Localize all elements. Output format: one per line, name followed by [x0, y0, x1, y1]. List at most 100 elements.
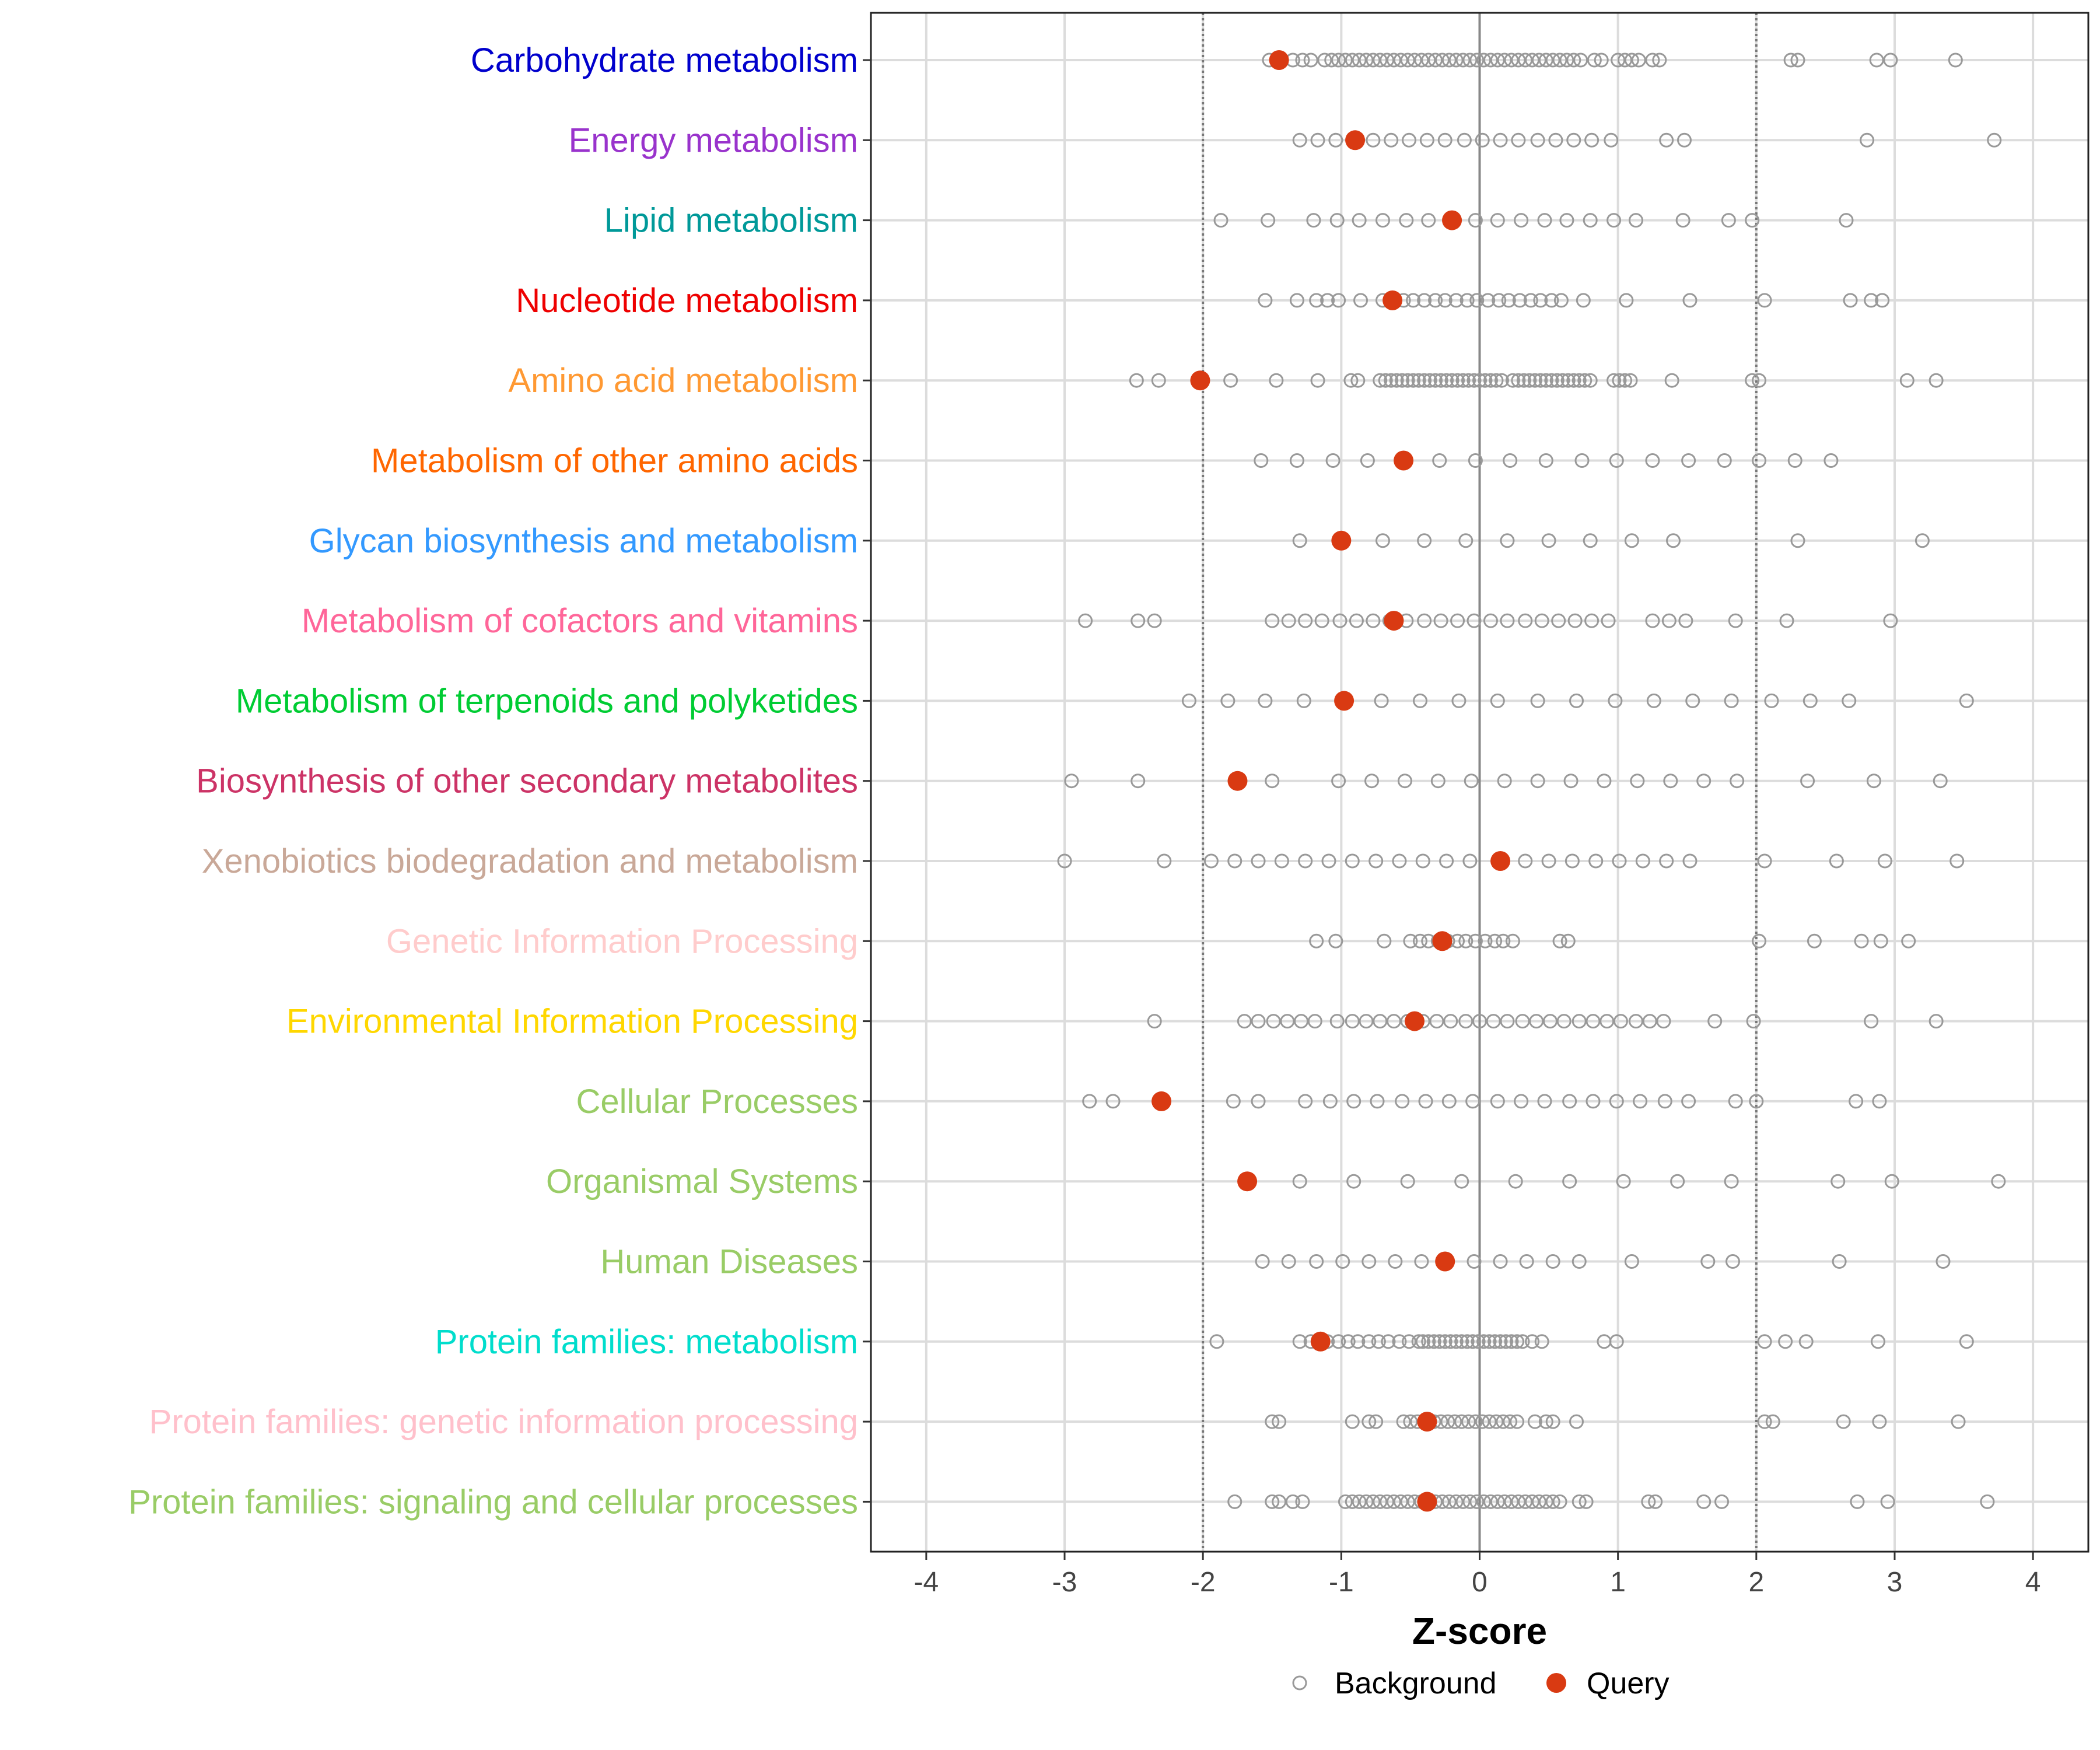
- background-point: [1516, 373, 1531, 388]
- background-point: [1388, 1254, 1403, 1269]
- background-point: [1375, 213, 1390, 228]
- background-point: [1360, 453, 1375, 468]
- background-point: [1500, 533, 1515, 548]
- background-point: [1497, 1494, 1512, 1509]
- background-point: [1403, 933, 1418, 949]
- background-point: [1915, 533, 1930, 548]
- background-point: [1381, 1334, 1396, 1349]
- background-point: [1537, 1094, 1552, 1109]
- background-point: [1562, 1094, 1577, 1109]
- background-point: [1303, 52, 1318, 68]
- background-point: [1670, 1174, 1685, 1189]
- background-point: [1606, 373, 1622, 388]
- background-point: [1455, 1494, 1471, 1509]
- background-point: [1486, 1014, 1501, 1029]
- background-point: [1346, 1094, 1362, 1109]
- background-point: [1417, 293, 1432, 308]
- background-point: [1295, 52, 1310, 68]
- background-point: [1448, 1494, 1464, 1509]
- background-point: [1400, 1174, 1415, 1189]
- background-point: [1353, 293, 1368, 308]
- background-point: [1624, 52, 1639, 68]
- background-point: [1483, 613, 1498, 628]
- background-point: [1645, 52, 1660, 68]
- background-point: [1421, 52, 1436, 68]
- background-point: [1414, 1254, 1429, 1269]
- background-point: [1588, 853, 1604, 869]
- background-point: [1460, 293, 1475, 308]
- background-point: [1475, 132, 1490, 148]
- background-point: [1549, 373, 1564, 388]
- query-point: [1310, 1331, 1331, 1352]
- background-point: [1682, 853, 1698, 869]
- background-point: [1130, 774, 1146, 789]
- background-point: [1415, 1334, 1430, 1349]
- background-point: [1362, 1334, 1377, 1349]
- background-point: [1366, 613, 1381, 628]
- background-point: [1129, 373, 1144, 388]
- background-point: [1265, 1414, 1280, 1429]
- background-point: [1566, 373, 1581, 388]
- background-point: [1469, 293, 1485, 308]
- background-point: [1309, 293, 1324, 308]
- background-point: [1496, 933, 1511, 949]
- background-point: [1227, 1494, 1242, 1509]
- background-point: [1515, 1334, 1530, 1349]
- background-point: [1395, 373, 1410, 388]
- background-point: [1294, 1014, 1309, 1029]
- background-point: [1057, 853, 1072, 869]
- background-point: [1666, 533, 1681, 548]
- background-point: [1359, 1014, 1374, 1029]
- background-point: [1831, 1174, 1846, 1189]
- background-point: [1518, 853, 1533, 869]
- background-point: [1798, 1334, 1814, 1349]
- background-point: [1258, 293, 1273, 308]
- background-point: [1525, 1494, 1540, 1509]
- background-point: [1493, 1254, 1508, 1269]
- background-point: [1929, 373, 1944, 388]
- background-point: [1464, 774, 1479, 789]
- background-point: [1370, 1094, 1385, 1109]
- background-point: [1991, 1174, 2006, 1189]
- background-point: [1209, 1334, 1224, 1349]
- background-point: [1406, 293, 1421, 308]
- background-point: [1538, 1494, 1553, 1509]
- background-point: [1728, 613, 1743, 628]
- background-point: [1418, 1094, 1433, 1109]
- background-point: [1151, 373, 1166, 388]
- background-point: [1331, 1334, 1346, 1349]
- background-point: [1730, 774, 1745, 789]
- background-point: [1274, 853, 1289, 869]
- background-point: [1444, 373, 1460, 388]
- background-point: [1064, 774, 1079, 789]
- background-point: [1500, 1014, 1515, 1029]
- background-point: [1724, 693, 1739, 708]
- background-point: [1329, 1014, 1345, 1029]
- background-point: [1220, 693, 1236, 708]
- background-point: [1488, 1334, 1503, 1349]
- background-point: [1675, 213, 1690, 228]
- background-point: [1696, 774, 1712, 789]
- background-point: [1877, 853, 1892, 869]
- background-point: [1533, 373, 1548, 388]
- background-point: [1328, 933, 1343, 949]
- background-point: [1583, 213, 1598, 228]
- background-point: [1328, 132, 1343, 148]
- background-point: [1226, 1094, 1241, 1109]
- background-point: [1609, 453, 1624, 468]
- background-point: [1289, 293, 1304, 308]
- category-label: Protein families: genetic information pr…: [149, 1403, 858, 1441]
- background-point: [1269, 373, 1284, 388]
- background-point: [1366, 132, 1381, 148]
- background-point: [1871, 1334, 1886, 1349]
- background-point: [1434, 52, 1450, 68]
- background-point: [1331, 52, 1346, 68]
- background-point: [1623, 373, 1638, 388]
- category-labels: Carbohydrate metabolism Energy metabolism…: [128, 41, 871, 1521]
- background-point: [1787, 453, 1803, 468]
- background-point: [1386, 1494, 1401, 1509]
- background-point: [1493, 132, 1508, 148]
- background-point: [1465, 1334, 1480, 1349]
- category-label: Energy metabolism: [569, 121, 858, 159]
